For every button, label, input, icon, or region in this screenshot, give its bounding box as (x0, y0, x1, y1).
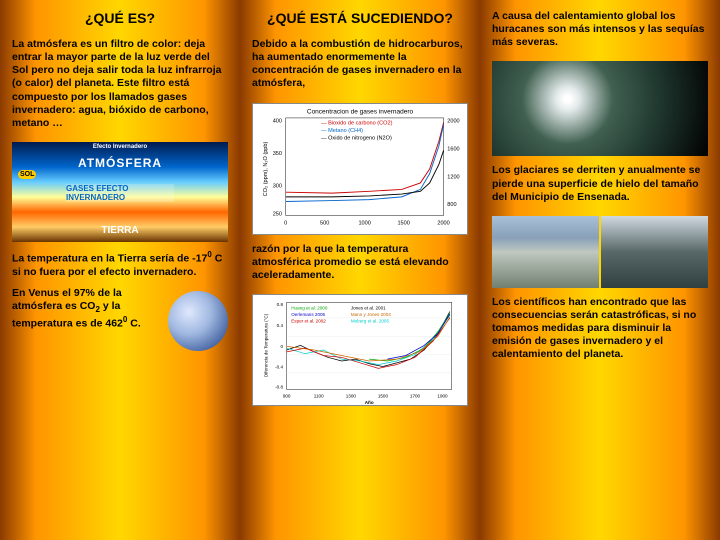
svg-text:2000: 2000 (447, 118, 459, 124)
svg-text:0: 0 (284, 220, 287, 226)
glacier-images (492, 216, 708, 288)
svg-text:1300: 1300 (346, 394, 357, 399)
svg-text:Año: Año (365, 400, 374, 405)
svg-text:800: 800 (447, 202, 456, 208)
svg-text:0.8: 0.8 (277, 302, 284, 307)
svg-text:500: 500 (320, 220, 329, 226)
venus-row: En Venus el 97% de la atmósfera es CO2 y… (12, 287, 228, 351)
col1-heading: ¿QUÉ ES? (12, 10, 228, 26)
svg-text:2000: 2000 (437, 220, 449, 226)
col1-p2: La temperatura en la Tierra sería de -17… (12, 250, 228, 279)
svg-text:Diferencia de Temperatura (°C): Diferencia de Temperatura (°C) (263, 313, 268, 377)
svg-text:-0.4: -0.4 (275, 364, 283, 369)
glacier-image-1 (492, 216, 599, 288)
svg-text:— Metano (CH4): — Metano (CH4) (321, 127, 363, 133)
gas-concentration-chart: Concentracion de gases invernadero — Bio… (252, 103, 468, 235)
svg-text:1000: 1000 (358, 220, 370, 226)
svg-text:1500: 1500 (397, 220, 409, 226)
svg-text:900: 900 (283, 394, 291, 399)
svg-text:1700: 1700 (410, 394, 421, 399)
svg-text:CO₂ (ppm), N₂O (ppb): CO₂ (ppm), N₂O (ppb) (263, 141, 269, 196)
svg-text:Jones et al. 2001: Jones et al. 2001 (351, 306, 386, 311)
svg-text:-0.8: -0.8 (275, 384, 283, 389)
svg-text:Esper et al. 2002: Esper et al. 2002 (291, 318, 326, 323)
svg-text:1100: 1100 (314, 394, 324, 399)
glacier-image-2 (601, 216, 708, 288)
col2-heading: ¿QUÉ ESTÁ SUCEDIENDO? (252, 10, 468, 26)
venus-image (168, 291, 228, 351)
svg-text:0.4: 0.4 (277, 323, 284, 328)
svg-text:Concentracion de gases inverna: Concentracion de gases invernadero (307, 108, 414, 115)
svg-text:Oerlemans 2005: Oerlemans 2005 (291, 312, 325, 317)
svg-text:1900: 1900 (437, 394, 448, 399)
temperature-chart: Huang et al. 2000 Jones et al. 2001 Mann… (252, 294, 468, 406)
col1-p1: La atmósfera es un filtro de color: deja… (12, 38, 228, 130)
col2-p2: razón por la que la temperatura atmosfér… (252, 243, 468, 282)
svg-text:Huang et al. 2000: Huang et al. 2000 (291, 306, 328, 311)
svg-text:300: 300 (273, 183, 282, 189)
column-1: ¿QUÉ ES? La atmósfera es un filtro de co… (0, 0, 240, 540)
column-3: A causa del calentamiento global los hur… (480, 0, 720, 540)
svg-text:1600: 1600 (447, 146, 459, 152)
svg-text:Moberg et al. 2005: Moberg et al. 2005 (351, 318, 390, 323)
hurricane-image (492, 61, 708, 156)
svg-text:— Oxido de nitrogeno (N2O): — Oxido de nitrogeno (N2O) (321, 135, 392, 141)
column-2: ¿QUÉ ESTÁ SUCEDIENDO? Debido a la combus… (240, 0, 480, 540)
svg-text:350: 350 (273, 151, 282, 157)
col3-p3: Los científicos han encontrado que las c… (492, 296, 708, 362)
col2-p1: Debido a la combustión de hidrocarburos,… (252, 38, 468, 91)
svg-text:1500: 1500 (378, 394, 389, 399)
svg-text:0: 0 (280, 344, 283, 349)
atmosphere-diagram: Efecto Invernadero ATMÓSFERA GASES EFECT… (12, 142, 228, 242)
svg-text:Mann y Jones 2003: Mann y Jones 2003 (351, 312, 391, 317)
col1-p3: En Venus el 97% de la atmósfera es CO2 y… (12, 287, 162, 331)
svg-text:— Bioxido de carbono (CO2): — Bioxido de carbono (CO2) (321, 120, 393, 126)
col3-p2: Los glaciares se derriten y anualmente s… (492, 164, 708, 203)
svg-text:250: 250 (273, 211, 282, 217)
svg-text:1200: 1200 (447, 174, 459, 180)
svg-text:400: 400 (273, 118, 282, 124)
col3-p1: A causa del calentamiento global los hur… (492, 10, 708, 49)
